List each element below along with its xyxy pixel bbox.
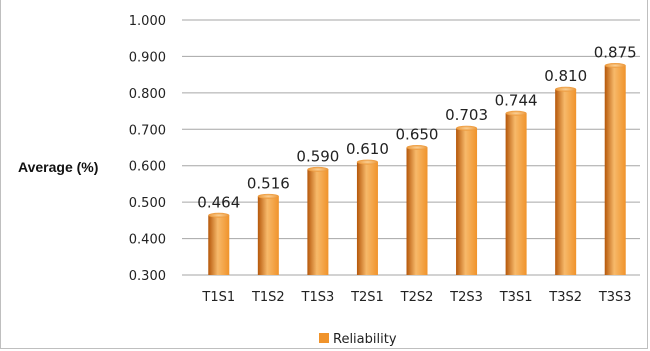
bar-cap-t2s2 [406, 145, 428, 150]
bar-cap-t1s2 [257, 193, 279, 199]
x-tick-label: T2S1 [350, 290, 384, 305]
x-tick-label: T3S2 [548, 290, 582, 305]
y-axis-ticks: 0.300 0.400 0.500 0.600 0.700 0.800 0.900 1.000 [129, 14, 166, 284]
data-label-t1s1: 0.464 [197, 193, 240, 211]
data-label-t3s3: 0.875 [594, 44, 637, 62]
x-tick-label: T3S3 [598, 290, 632, 305]
bar-cap-t2s1 [356, 159, 378, 165]
bar-cap-t3s1 [505, 110, 527, 116]
bar-cap-t3s3 [604, 63, 626, 69]
y-tick-label: 0.500 [129, 196, 166, 211]
x-tick-label: T1S2 [251, 290, 285, 305]
bar-cap-t3s2 [555, 86, 577, 92]
bar-t1s2 [257, 196, 279, 275]
legend: Reliability [319, 332, 397, 347]
legend-label: Reliability [333, 332, 397, 347]
x-tick-label: T1S3 [301, 290, 335, 305]
data-label-t2s1: 0.610 [346, 140, 389, 158]
legend-swatch [319, 333, 329, 343]
data-label-t3s2: 0.810 [544, 67, 587, 85]
y-tick-label: 0.700 [129, 123, 166, 138]
bar-t2s1 [356, 162, 378, 275]
bar-t3s3 [604, 65, 626, 276]
x-tick-label: T2S2 [400, 290, 434, 305]
data-label-t2s2: 0.650 [396, 126, 439, 144]
x-tick-label: T1S1 [201, 290, 235, 305]
y-tick-label: 0.900 [129, 50, 166, 65]
x-tick-label: T2S3 [449, 290, 483, 305]
data-label-t2s3: 0.703 [445, 106, 488, 124]
bar-t3s1 [505, 113, 527, 275]
bar-cap-t2s3 [456, 125, 478, 131]
y-tick-label: 0.400 [129, 233, 166, 248]
y-axis-label: Average (%) [18, 159, 98, 175]
y-tick-label: 0.600 [129, 160, 166, 175]
bar-t3s2 [555, 89, 577, 275]
bar-t1s3 [307, 169, 329, 275]
y-tick-label: 0.800 [129, 87, 166, 102]
x-tick-label: T3S1 [499, 290, 533, 305]
y-tick-label: 0.300 [129, 269, 166, 284]
data-label-t3s1: 0.744 [495, 91, 538, 109]
x-axis-ticks: T1S1 T1S2 T1S3 T2S1 T2S2 T2S3 T3S1 T3S2 T3S3 [201, 290, 631, 305]
data-label-t1s2: 0.516 [247, 174, 290, 192]
bar-t2s2 [406, 147, 428, 275]
y-tick-label: 1.000 [129, 14, 166, 29]
bar-cap-t1s1 [208, 212, 230, 218]
data-label-t1s3: 0.590 [296, 147, 339, 165]
data-labels: 0.464 0.516 0.590 0.610 0.650 0.703 0.744 0.810… [197, 44, 636, 212]
bars [208, 63, 626, 276]
bar-cap-t1s3 [307, 166, 329, 172]
bar-t1s1 [208, 215, 230, 275]
bar-t2s3 [456, 128, 478, 275]
